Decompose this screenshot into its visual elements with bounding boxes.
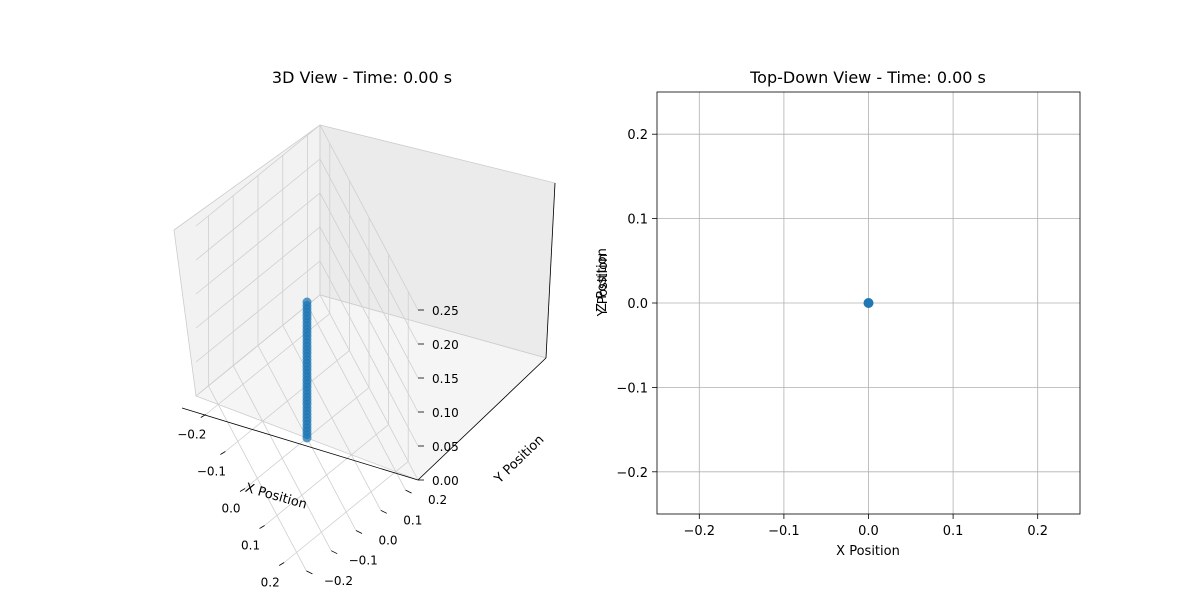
y-tick-label: 0.2 bbox=[627, 128, 648, 143]
scatter-point-2d bbox=[863, 298, 874, 308]
y-tick-3d bbox=[405, 489, 412, 494]
x-tick-label-3d: −0.1 bbox=[197, 465, 226, 479]
chart-2d-title: Top-Down View - Time: 0.00 s bbox=[749, 68, 986, 87]
grid-line-z bbox=[195, 158, 419, 345]
x-axis-label-2d: X Position bbox=[836, 544, 900, 559]
y-tick-label: 0.0 bbox=[627, 297, 648, 312]
chart-3d: 3D View - Time: 0.00 s −0.2−0.10.00.10.2… bbox=[173, 68, 610, 590]
y-axis-line bbox=[417, 357, 547, 481]
y-tick-label-3d: −0.2 bbox=[324, 574, 353, 588]
grid-line-z bbox=[195, 260, 419, 447]
z-tick-label-3d: 0.20 bbox=[432, 338, 459, 352]
y-tick-3d bbox=[331, 550, 338, 555]
x-tick-label-3d: 0.1 bbox=[241, 539, 260, 553]
x-tick-label: 0.2 bbox=[1027, 524, 1048, 539]
y-tick-label-3d: −0.1 bbox=[349, 554, 378, 568]
y-tick-label-3d: 0.1 bbox=[403, 513, 422, 527]
x-tick-3d bbox=[220, 451, 226, 455]
y-tick-label-3d: 0.2 bbox=[428, 493, 447, 507]
scatter-2d-points bbox=[863, 298, 874, 308]
x-tick-label-3d: 0.2 bbox=[261, 576, 280, 590]
y-tick-label: 0.1 bbox=[627, 213, 648, 228]
x-tick-label: 0.1 bbox=[943, 524, 964, 539]
y-tick-label-3d: 0.0 bbox=[378, 534, 397, 548]
x-tick-3d bbox=[278, 562, 285, 566]
grid-line-z bbox=[195, 124, 419, 311]
grid-3d bbox=[195, 124, 419, 572]
z-tick-label-3d: 0.05 bbox=[432, 440, 459, 454]
grid-line-z bbox=[195, 294, 419, 481]
x-tick-label-3d: −0.2 bbox=[177, 428, 206, 442]
x-tick-label: −0.2 bbox=[684, 524, 716, 539]
ticks-3d: −0.2−0.10.00.10.2 −0.2−0.10.00.10.20.000.… bbox=[177, 304, 458, 590]
z-tick-label-3d: 0.25 bbox=[432, 304, 459, 318]
y-tick-3d bbox=[355, 530, 363, 534]
y-tick-label: −0.2 bbox=[616, 466, 648, 481]
grid-2d bbox=[657, 92, 1080, 514]
y-tick-3d bbox=[380, 509, 387, 514]
scatter-point-3d bbox=[302, 297, 312, 307]
z-axis-label-3d: Z Position bbox=[595, 248, 610, 312]
x-tick-label: −0.1 bbox=[768, 524, 800, 539]
x-tick-3d bbox=[259, 525, 265, 529]
z-tick-label-3d: 0.15 bbox=[432, 372, 459, 386]
x-axis-line bbox=[181, 407, 419, 481]
x-tick-3d bbox=[200, 414, 207, 418]
chart-2d: Top-Down View - Time: 0.00 s −0.2 −0.1 0.0… bbox=[596, 68, 1081, 559]
grid-line-z bbox=[195, 192, 419, 379]
x-tick-3d bbox=[239, 488, 246, 492]
grid-line-z bbox=[195, 226, 419, 413]
x-tick-label: 0.0 bbox=[858, 524, 879, 539]
scatter-3d-points bbox=[302, 297, 312, 443]
y-tick-3d bbox=[306, 570, 313, 575]
chart-3d-title: 3D View - Time: 0.00 s bbox=[272, 68, 452, 87]
z-axis-line bbox=[545, 182, 556, 359]
y-tick-label: −0.1 bbox=[616, 381, 648, 396]
z-tick-label-3d: 0.10 bbox=[432, 406, 459, 420]
y-axis-label-3d: Y Position bbox=[491, 432, 547, 487]
z-tick-label-3d: 0.00 bbox=[432, 474, 459, 488]
ticks-2d: −0.2 −0.1 0.0 0.1 0.2 −0.2 −0.1 0.0 0.1 0.2 bbox=[616, 128, 1048, 539]
x-tick-label-3d: 0.0 bbox=[221, 502, 240, 516]
x-axis-label-3d: X Position bbox=[243, 481, 308, 513]
y-axis-label-2d: Y Position bbox=[596, 254, 611, 318]
